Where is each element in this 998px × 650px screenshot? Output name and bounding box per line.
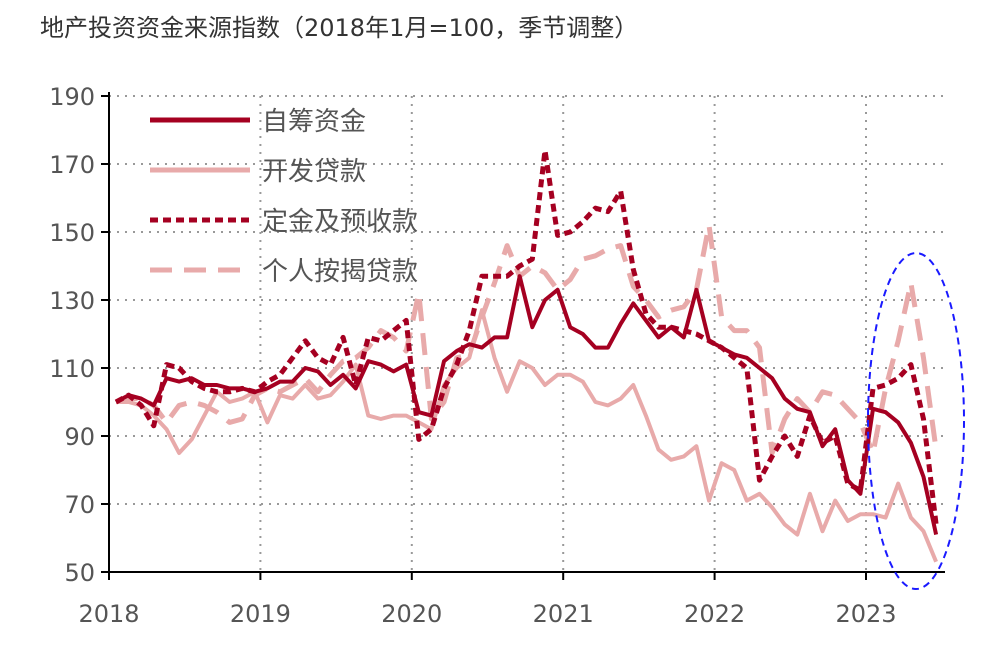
x-tick-label: 2020 xyxy=(381,600,442,628)
x-tick-label: 2019 xyxy=(230,600,291,628)
legend-label: 个人按揭贷款 xyxy=(262,257,418,287)
y-tick-label: 70 xyxy=(64,491,95,519)
y-tick-label: 50 xyxy=(64,559,95,587)
legend-label: 定金及预收款 xyxy=(262,207,418,237)
legend-label: 自筹资金 xyxy=(262,107,366,137)
x-tick-label: 2022 xyxy=(684,600,745,628)
y-tick-label: 90 xyxy=(64,423,95,451)
y-tick-label: 150 xyxy=(49,219,95,247)
x-tick-label: 2021 xyxy=(533,600,594,628)
y-tick-label: 110 xyxy=(49,355,95,383)
x-tick-label: 2018 xyxy=(78,600,139,628)
chart-title: 地产投资资金来源指数（2018年1月=100，季节调整） xyxy=(40,14,639,42)
y-tick-label: 190 xyxy=(49,83,95,111)
y-tick-label: 130 xyxy=(49,287,95,315)
series-line-0 xyxy=(115,274,939,536)
legend-label: 开发贷款 xyxy=(262,157,366,187)
series-line-2 xyxy=(114,147,939,525)
x-tick-label: 2023 xyxy=(835,600,896,628)
series-line-3 xyxy=(115,222,939,456)
highlight-ellipse xyxy=(867,252,965,590)
y-tick-label: 170 xyxy=(49,151,95,179)
